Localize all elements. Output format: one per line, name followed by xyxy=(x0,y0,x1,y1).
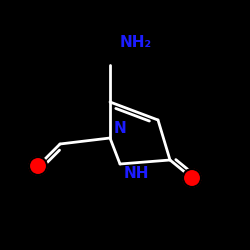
Text: NH: NH xyxy=(124,166,150,181)
Circle shape xyxy=(29,157,47,175)
Text: NH₂: NH₂ xyxy=(120,35,152,50)
Circle shape xyxy=(183,169,201,187)
Text: N: N xyxy=(114,121,127,136)
